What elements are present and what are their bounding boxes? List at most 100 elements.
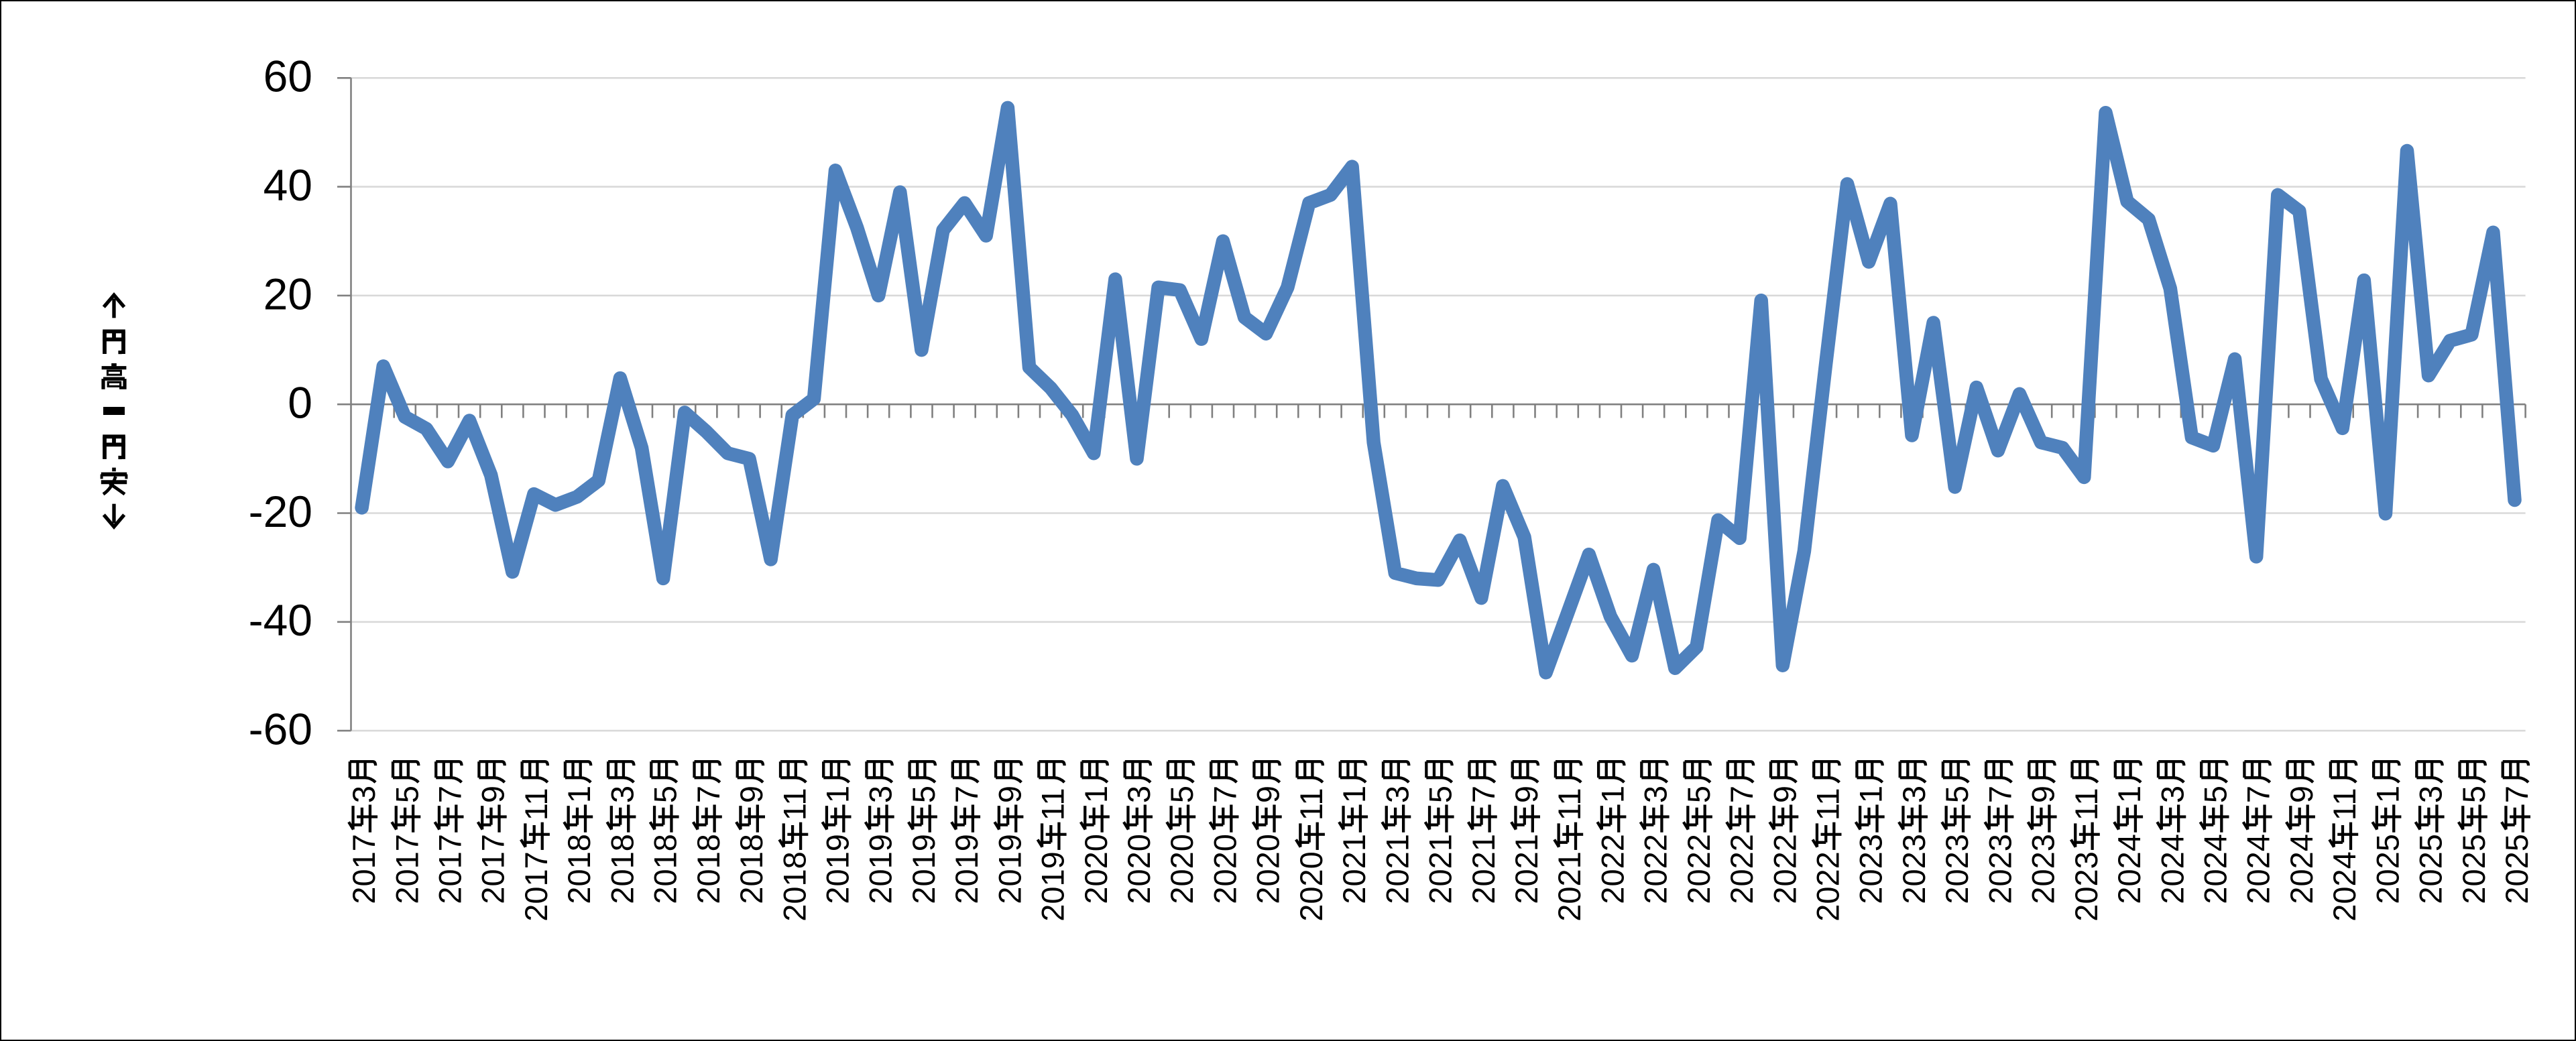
svg-text:3: 3: [863, 786, 898, 803]
svg-text:5: 5: [1681, 786, 1716, 803]
svg-text:2018: 2018: [648, 834, 683, 904]
svg-text:5: 5: [389, 786, 424, 803]
svg-text:2022: 2022: [1594, 834, 1630, 904]
svg-text:2020: 2020: [1078, 834, 1114, 904]
svg-text:5: 5: [1939, 786, 1975, 803]
svg-text:11: 11: [1035, 788, 1071, 821]
svg-text:-60: -60: [249, 705, 312, 754]
svg-text:2019: 2019: [992, 834, 1027, 904]
svg-text:2018: 2018: [561, 834, 597, 904]
svg-text:7: 7: [1466, 786, 1501, 803]
svg-text:5: 5: [1423, 786, 1458, 803]
svg-text:1: 1: [561, 786, 597, 803]
svg-text:2020: 2020: [1293, 851, 1329, 922]
svg-text:3: 3: [604, 786, 640, 803]
svg-text:2017: 2017: [389, 834, 424, 904]
svg-text:2017: 2017: [518, 851, 554, 922]
svg-text:9: 9: [734, 786, 769, 803]
svg-text:7: 7: [1208, 786, 1243, 803]
svg-text:2018: 2018: [776, 851, 812, 922]
svg-text:3: 3: [1896, 786, 1932, 803]
svg-text:2020: 2020: [1164, 834, 1199, 904]
svg-text:2022: 2022: [1724, 834, 1759, 904]
svg-text:2019: 2019: [949, 834, 984, 904]
svg-text:2017: 2017: [432, 834, 468, 904]
svg-text:7: 7: [691, 786, 726, 803]
svg-text:2019: 2019: [1035, 851, 1071, 922]
svg-text:1: 1: [2111, 786, 2147, 803]
svg-text:9: 9: [1509, 786, 1544, 803]
svg-text:2023: 2023: [2068, 851, 2104, 922]
svg-text:7: 7: [2499, 786, 2534, 803]
svg-text:2025: 2025: [2369, 834, 2405, 904]
svg-text:2023: 2023: [1982, 834, 2017, 904]
svg-text:2024: 2024: [2154, 834, 2190, 904]
svg-text:11: 11: [1552, 788, 1587, 821]
svg-text:2024: 2024: [2198, 834, 2233, 904]
svg-text:9: 9: [475, 786, 511, 803]
svg-text:9: 9: [1767, 786, 1802, 803]
svg-text:2023: 2023: [1853, 834, 1889, 904]
svg-text:11: 11: [776, 788, 812, 821]
svg-text:2021: 2021: [1509, 834, 1544, 904]
svg-text:1: 1: [1078, 786, 1114, 803]
svg-text:9: 9: [1250, 786, 1286, 803]
svg-text:3: 3: [1638, 786, 1674, 803]
svg-text:2018: 2018: [604, 834, 640, 904]
svg-text:2025: 2025: [2456, 834, 2492, 904]
svg-text:2019: 2019: [906, 834, 941, 904]
svg-text:1: 1: [2369, 786, 2405, 803]
svg-text:2024: 2024: [2241, 834, 2276, 904]
svg-text:2019: 2019: [863, 834, 898, 904]
svg-text:2017: 2017: [346, 834, 382, 904]
svg-text:2025: 2025: [2413, 834, 2449, 904]
svg-text:2018: 2018: [691, 834, 726, 904]
svg-text:3: 3: [1121, 786, 1157, 803]
svg-text:3: 3: [2154, 786, 2190, 803]
svg-text:2024: 2024: [2111, 834, 2147, 904]
svg-text:40: 40: [264, 160, 312, 210]
svg-text:5: 5: [906, 786, 941, 803]
svg-text:7: 7: [1982, 786, 2017, 803]
svg-text:2024: 2024: [2284, 834, 2319, 904]
svg-text:5: 5: [1164, 786, 1199, 803]
svg-text:2018: 2018: [734, 834, 769, 904]
svg-text:0: 0: [288, 378, 312, 428]
svg-text:2020: 2020: [1208, 834, 1243, 904]
svg-text:2021: 2021: [1423, 834, 1458, 904]
svg-text:2023: 2023: [1939, 834, 1975, 904]
svg-text:2022: 2022: [1638, 834, 1674, 904]
svg-text:2020: 2020: [1121, 834, 1157, 904]
svg-text:9: 9: [992, 786, 1027, 803]
svg-text:11: 11: [1293, 788, 1329, 821]
svg-text:5: 5: [2198, 786, 2233, 803]
svg-text:2024: 2024: [2327, 851, 2362, 922]
svg-text:7: 7: [432, 786, 468, 803]
svg-text:3: 3: [2413, 786, 2449, 803]
svg-text:3: 3: [1379, 786, 1415, 803]
svg-text:2021: 2021: [1336, 834, 1372, 904]
svg-text:-40: -40: [249, 595, 312, 645]
svg-text:1: 1: [1853, 786, 1889, 803]
svg-text:2022: 2022: [1767, 834, 1802, 904]
svg-text:2022: 2022: [1681, 834, 1716, 904]
svg-text:2020: 2020: [1250, 834, 1286, 904]
svg-text:1: 1: [820, 786, 856, 803]
svg-text:11: 11: [1810, 788, 1846, 821]
svg-text:7: 7: [1724, 786, 1759, 803]
svg-text:2025: 2025: [2499, 834, 2534, 904]
svg-text:2023: 2023: [1896, 834, 1932, 904]
svg-text:7: 7: [949, 786, 984, 803]
svg-text:2021: 2021: [1379, 834, 1415, 904]
svg-text:20: 20: [264, 269, 312, 318]
svg-text:1: 1: [1594, 786, 1630, 803]
svg-text:2019: 2019: [820, 834, 856, 904]
svg-text:2017: 2017: [475, 834, 511, 904]
svg-text:2021: 2021: [1466, 834, 1501, 904]
svg-text:2023: 2023: [2026, 834, 2061, 904]
svg-text:1: 1: [1336, 786, 1372, 803]
svg-text:5: 5: [648, 786, 683, 803]
svg-text:7: 7: [2241, 786, 2276, 803]
svg-text:11: 11: [518, 788, 554, 821]
svg-text:-20: -20: [249, 487, 312, 536]
